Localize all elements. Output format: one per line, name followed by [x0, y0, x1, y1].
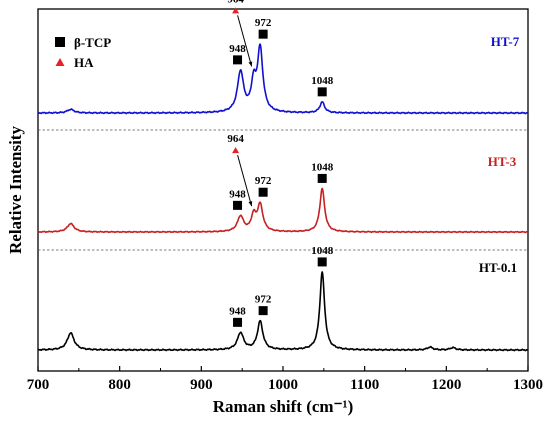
legend-label: HA	[74, 55, 94, 70]
tcp-marker	[233, 200, 243, 210]
ha-marker	[232, 147, 240, 154]
tcp-marker	[233, 317, 243, 327]
y-axis-title: Relative Intensity	[6, 126, 25, 254]
peak-label: 964	[227, 133, 244, 145]
panel-dividers	[38, 129, 528, 251]
peak-annotations: 948 964 972 1048 948 964 972 1048 948 972 1048	[227, 0, 334, 327]
arrow-head	[248, 201, 253, 207]
tcp-marker	[317, 173, 327, 183]
spectrum-line	[37, 43, 529, 115]
tcp-marker	[233, 55, 243, 65]
peak-label: 964	[227, 0, 244, 5]
legend-triangle-icon	[55, 58, 65, 66]
series-label: HT-3	[488, 154, 517, 169]
peak-label: 948	[229, 305, 246, 317]
peak-label: 1048	[311, 245, 334, 257]
x-tick-label: 900	[190, 377, 213, 393]
peak-label: 948	[229, 188, 246, 200]
spectra: HT-7 HT-3 HT-0.1	[37, 34, 529, 352]
plot-frame	[37, 8, 529, 372]
x-tick-label: 1000	[268, 377, 298, 393]
x-axis: 700 800 900 1000 1100 1200 1300	[27, 366, 543, 393]
tcp-marker	[317, 257, 327, 267]
peak-label: 972	[255, 17, 272, 29]
peak-label: 948	[229, 43, 246, 55]
tcp-marker	[317, 87, 327, 97]
tcp-marker	[258, 306, 268, 316]
x-tick-label: 1100	[350, 377, 379, 393]
arrow-line	[237, 15, 253, 67]
legend: β-TCP HA	[55, 35, 111, 70]
x-tick-label: 1200	[431, 377, 461, 393]
peak-label: 1048	[311, 75, 334, 87]
arrow-line	[237, 154, 253, 207]
peak-label: 972	[255, 294, 272, 306]
x-tick-label: 800	[108, 377, 131, 393]
series-label: HT-7	[491, 34, 520, 49]
x-tick-label: 700	[27, 377, 50, 393]
arrow-head	[248, 61, 253, 67]
tcp-marker	[258, 29, 268, 39]
series-label: HT-0.1	[479, 260, 517, 275]
x-tick-label: 1300	[513, 377, 543, 393]
spectrum-line	[37, 271, 529, 352]
x-axis-title: Raman shift (cm⁻¹)	[213, 397, 354, 416]
legend-label: β-TCP	[74, 35, 111, 50]
legend-square-icon	[55, 37, 65, 47]
peak-label: 972	[255, 175, 272, 187]
spectrum-line	[37, 187, 529, 234]
peak-label: 1048	[311, 161, 334, 173]
ha-marker	[232, 7, 240, 14]
tcp-marker	[258, 187, 268, 197]
